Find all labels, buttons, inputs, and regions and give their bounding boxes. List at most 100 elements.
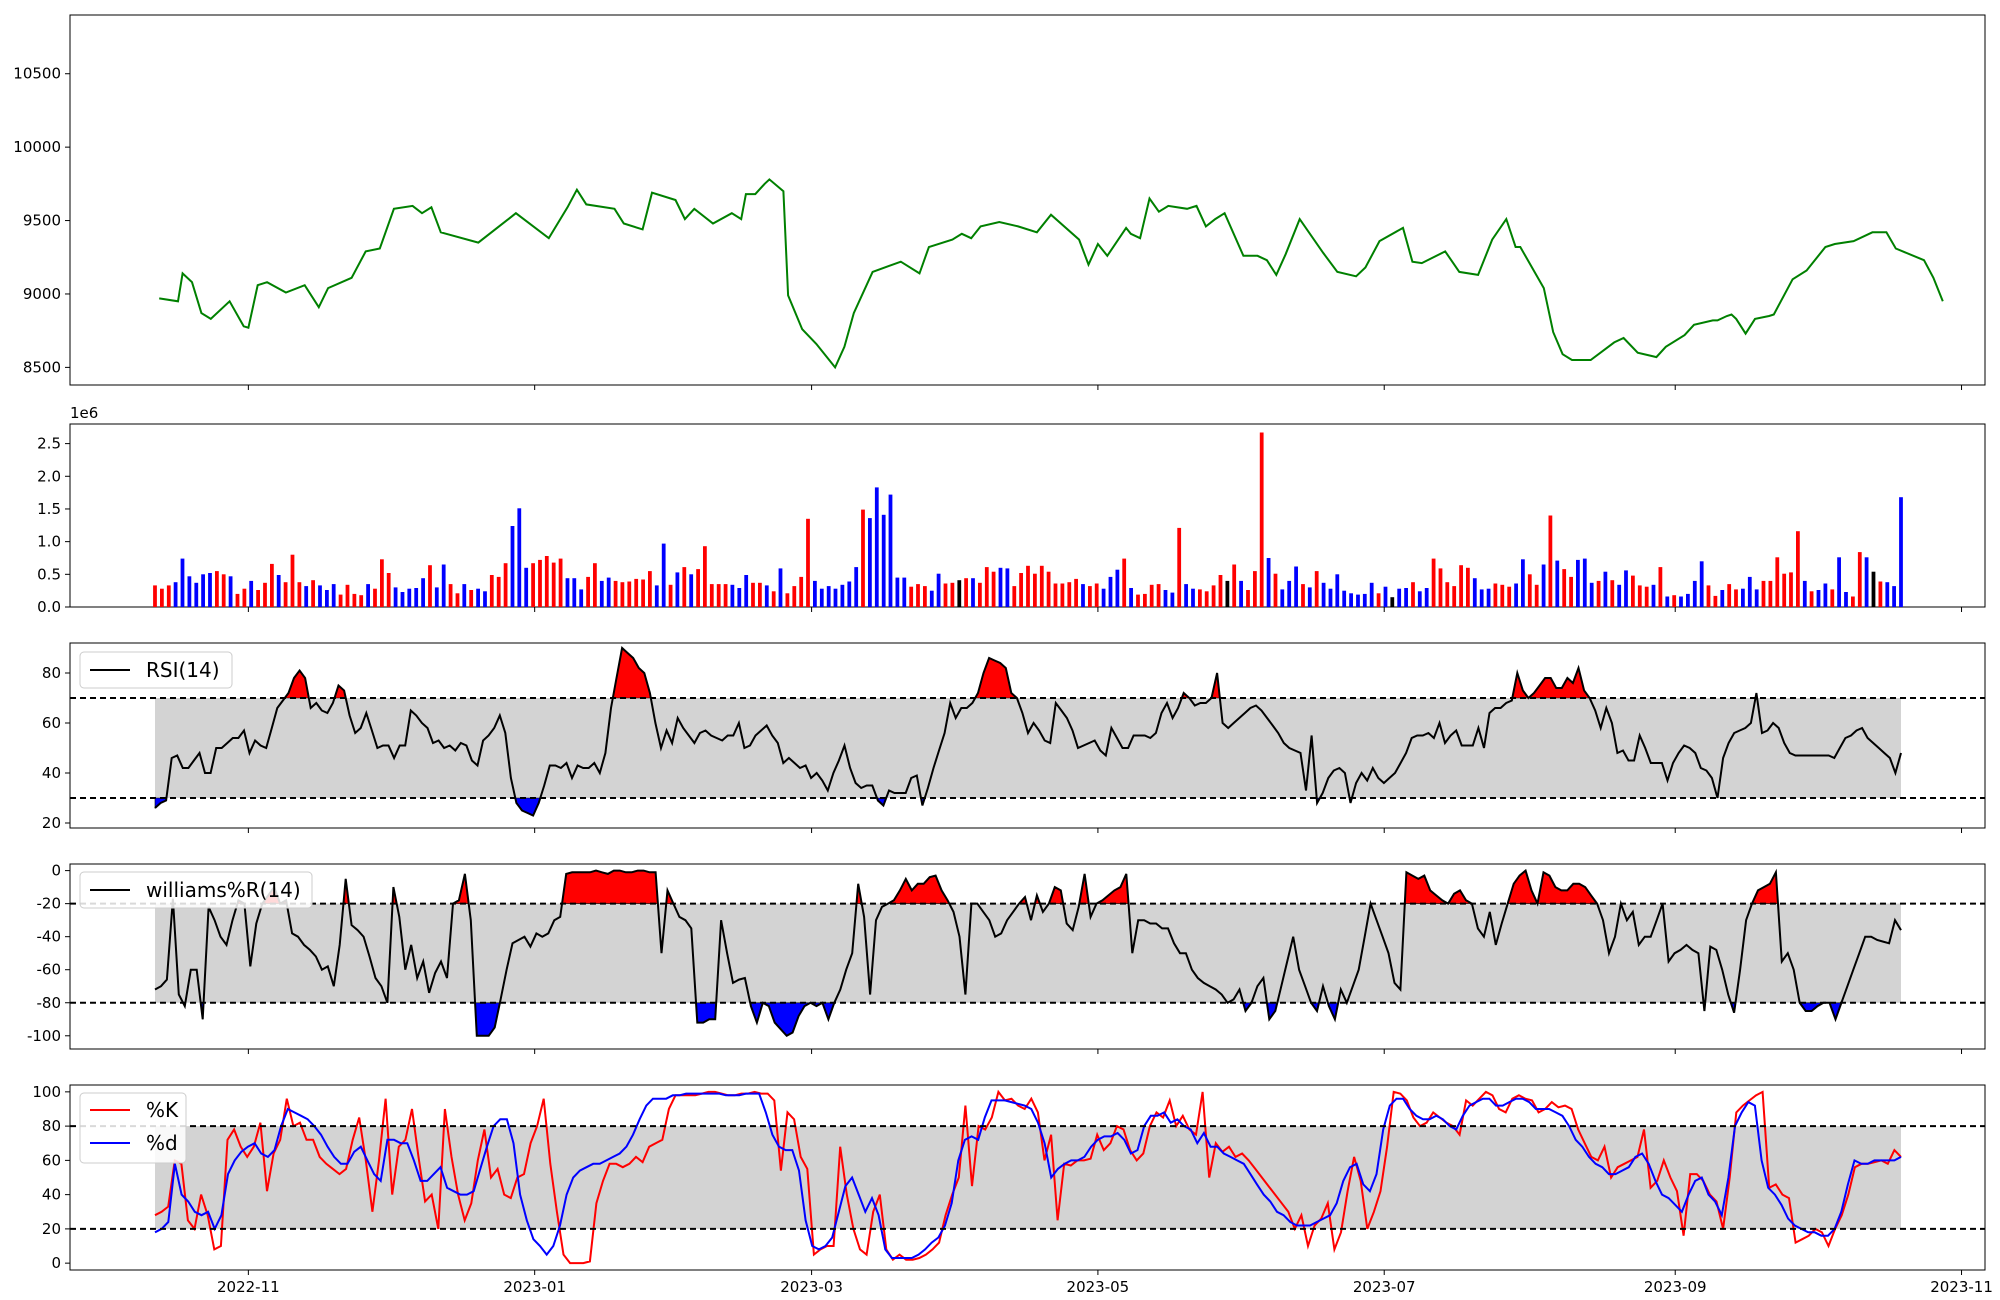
volume-bar	[1775, 557, 1780, 607]
y-tick-label: 0.5	[37, 565, 61, 583]
volume-bar	[1624, 570, 1628, 607]
volume-bar	[916, 584, 920, 607]
volume-bar	[923, 586, 927, 607]
y-tick-label: 2.5	[37, 435, 61, 453]
volume-bar	[1445, 582, 1450, 607]
volume-y-axis: 0.0 0.5 1.0 1.5 2.0 2.5	[37, 435, 70, 616]
volume-bar	[1307, 587, 1312, 607]
x-tick-label: 2022-11	[217, 1278, 280, 1296]
volume-bar	[1507, 586, 1512, 607]
volume-bar	[1466, 567, 1470, 607]
volume-bar	[228, 576, 233, 607]
volume-bar	[235, 593, 240, 607]
volume-bar	[180, 558, 185, 607]
rsi-legend: RSI(14)	[79, 651, 233, 689]
volume-bar	[1857, 552, 1862, 607]
volume-bar	[551, 562, 556, 607]
volume-bar	[1287, 580, 1292, 607]
volume-bar	[1108, 576, 1113, 607]
volume-bar	[613, 580, 618, 607]
volume-bar	[648, 571, 652, 607]
volume-bar	[1851, 596, 1855, 607]
volume-bar	[868, 518, 872, 607]
volume-bar	[1335, 574, 1340, 607]
volume-bar	[723, 584, 728, 607]
volume-bar	[393, 587, 398, 607]
volume-bar	[1246, 590, 1250, 607]
volume-bar	[325, 590, 329, 607]
volume-bar	[1672, 595, 1677, 607]
volume-bar	[276, 575, 281, 607]
stochastic-y-axis: 0 20 40 60 80 100	[32, 1083, 70, 1272]
volume-bar	[1321, 582, 1326, 607]
volume-bar	[888, 494, 893, 607]
volume-bar	[1665, 596, 1670, 607]
volume-bar	[696, 569, 700, 607]
volume-bar	[1404, 588, 1408, 607]
x-tick-label: 2023-11	[1930, 1278, 1993, 1296]
volume-bar	[1617, 584, 1622, 607]
volume-bar	[1802, 580, 1807, 607]
volume-bar	[1603, 571, 1608, 607]
volume-bar	[1431, 558, 1436, 607]
volume-bar	[1232, 564, 1237, 607]
volume-bar	[1053, 583, 1058, 607]
volume-bar	[1191, 588, 1195, 607]
y-tick-label: 40	[42, 1186, 61, 1204]
volume-bar	[338, 594, 343, 607]
volume-bar	[462, 584, 467, 607]
volume-bar	[1727, 584, 1732, 607]
volume-bar	[1576, 559, 1580, 607]
volume-bar	[1163, 590, 1168, 607]
williams-panel: 0 -20 -40 -60 -80 -100 williams%R(14)	[27, 862, 1986, 1050]
volume-bar	[263, 582, 267, 607]
stochastic-k-line	[154, 1089, 1902, 1265]
volume-bar	[1589, 582, 1594, 607]
volume-bar	[1074, 578, 1078, 607]
volume-bar	[1816, 590, 1821, 607]
volume-bar	[1039, 565, 1044, 607]
y-tick-label: 60	[42, 1151, 61, 1169]
volume-bar	[1768, 580, 1773, 607]
y-tick-label: 9500	[23, 212, 61, 230]
volume-bar	[1294, 566, 1298, 607]
volume-bar	[634, 578, 639, 607]
williams-legend: williams%R(14)	[79, 871, 313, 909]
volume-bar	[1830, 589, 1835, 607]
volume-bar	[352, 593, 357, 607]
volume-bar	[1280, 589, 1285, 607]
volume-bar	[1610, 580, 1615, 607]
volume-bar	[1438, 568, 1443, 607]
volume-bar	[599, 580, 604, 607]
y-tick-label: -100	[27, 1027, 61, 1045]
volume-bar	[1390, 597, 1395, 607]
volume-bar	[1521, 559, 1525, 607]
volume-bar	[496, 576, 501, 607]
volume-bar	[1761, 580, 1766, 607]
volume-bar	[414, 588, 419, 607]
volume-bar	[716, 584, 721, 607]
volume-bar	[902, 577, 907, 607]
volume-bar	[1651, 584, 1656, 607]
volume-bar	[1686, 593, 1690, 607]
volume-bar	[1328, 588, 1333, 607]
volume-bar	[1204, 591, 1209, 607]
price-line	[159, 178, 1944, 370]
volume-bar	[421, 578, 425, 607]
volume-bar	[984, 567, 989, 607]
volume-bar	[579, 589, 584, 607]
volume-bar	[586, 576, 590, 607]
y-tick-label: 10000	[13, 138, 61, 156]
stochastic-panel: 0 20 40 60 80 100 %K %d 2022-11 2023-01 2023-03…	[32, 385, 1993, 1296]
y-tick-label: 60	[42, 714, 61, 732]
volume-bar	[1658, 567, 1663, 607]
volume-bar	[1878, 581, 1883, 607]
volume-bar	[1184, 584, 1188, 607]
volume-bar	[173, 582, 178, 607]
volume-bar	[565, 578, 570, 607]
volume-bar	[1582, 558, 1587, 607]
volume-bar	[1720, 590, 1725, 607]
volume-bar	[1864, 557, 1869, 607]
volume-bar	[1459, 565, 1463, 607]
